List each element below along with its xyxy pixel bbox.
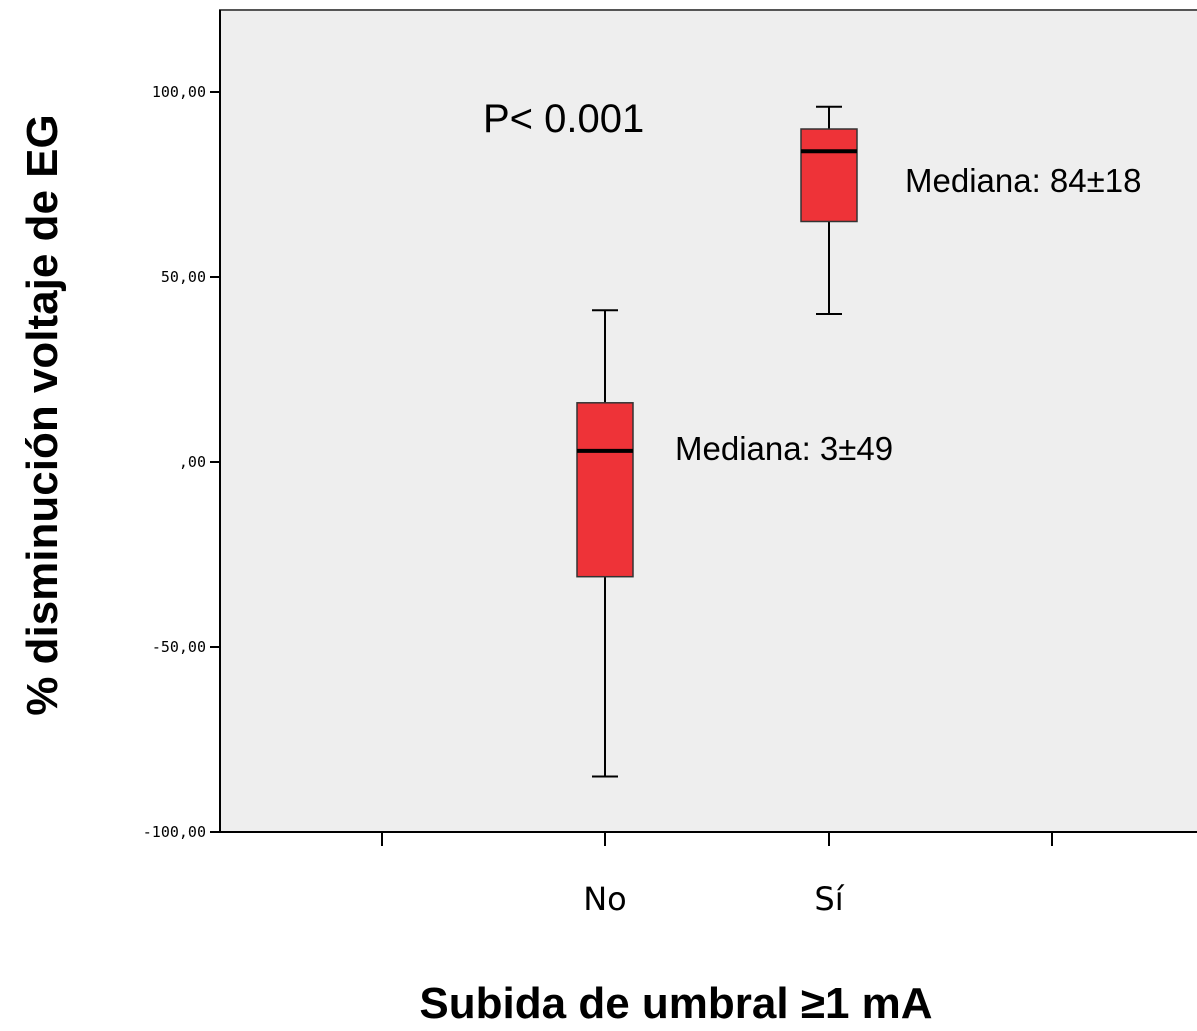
plot-area (219, 9, 1197, 833)
box-si (800, 105, 858, 315)
iqr-box (576, 402, 634, 578)
y-axis-title: % disminución voltaje de EG (18, 114, 67, 715)
box-annotations: Mediana: 3±49 Mediana: 84±18 (675, 162, 1141, 467)
box-series (576, 105, 858, 778)
y-axis-ticks: 100,00 50,00 ,00 -50,00 -100,00 (143, 83, 220, 841)
y-tick-label: ,00 (179, 453, 206, 471)
x-axis-title: Subida de umbral ≥1 mA (419, 979, 932, 1028)
iqr-box (800, 128, 858, 223)
x-category-label: Sí (814, 880, 844, 918)
median-annotation: Mediana: 3±49 (675, 430, 893, 467)
y-tick-label: -50,00 (152, 638, 206, 656)
x-category-label: No (583, 880, 627, 918)
y-tick-label: 50,00 (161, 268, 206, 286)
y-tick-label: 100,00 (152, 83, 206, 101)
x-axis-ticks: No Sí (381, 832, 1053, 918)
box-no (576, 309, 634, 778)
p-value-label: P< 0.001 (483, 97, 644, 141)
median-annotation: Mediana: 84±18 (905, 162, 1141, 199)
y-tick-label: -100,00 (143, 823, 206, 841)
